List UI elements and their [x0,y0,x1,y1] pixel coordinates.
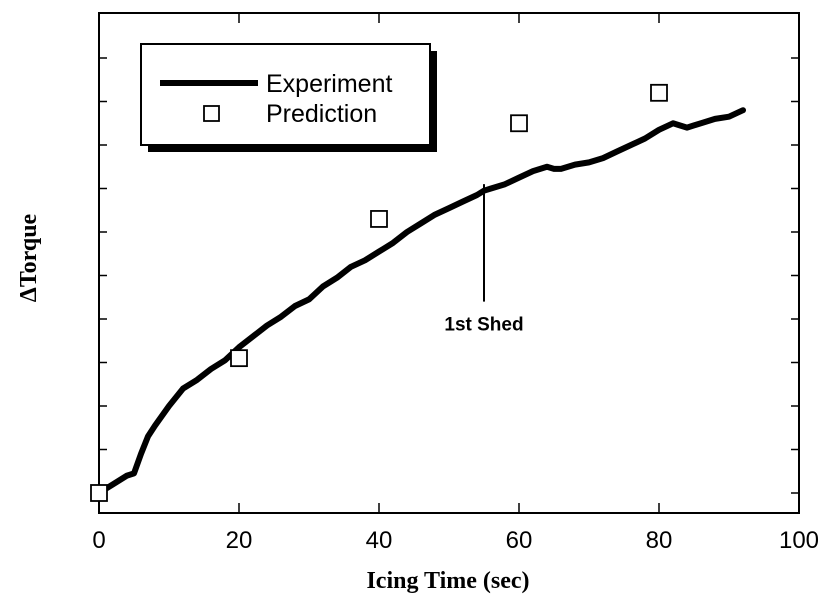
prediction-point [650,83,668,102]
legend: Experiment Prediction [140,43,437,152]
annotation-layer: 1st Shed [444,184,524,336]
experiment-line [96,107,746,496]
x-tick-label: 40 [366,527,393,554]
series-layer [90,83,746,502]
first-shed-label: 1st Shed [444,315,523,336]
x-tick-label: 80 [646,527,673,554]
legend-prediction-label: Prediction [266,100,377,128]
y-axis-title: ΔTorque [16,213,42,302]
prediction-point [370,210,388,228]
prediction-point [230,349,248,368]
legend-prediction-swatch [203,105,220,122]
x-tick-label: 100 [779,527,819,554]
x-axis-tick-labels: 0 20 40 60 80 100 [92,527,819,554]
x-tick-label: 0 [92,527,105,554]
x-tick-label: 60 [506,527,533,554]
legend-experiment-label: Experiment [266,70,392,98]
legend-box [140,43,431,146]
prediction-point [510,114,528,133]
x-axis-ticks [98,13,800,513]
x-tick-label: 20 [226,527,253,554]
x-axis-title: Icing Time (sec) [366,568,529,594]
prediction-point [90,484,108,502]
